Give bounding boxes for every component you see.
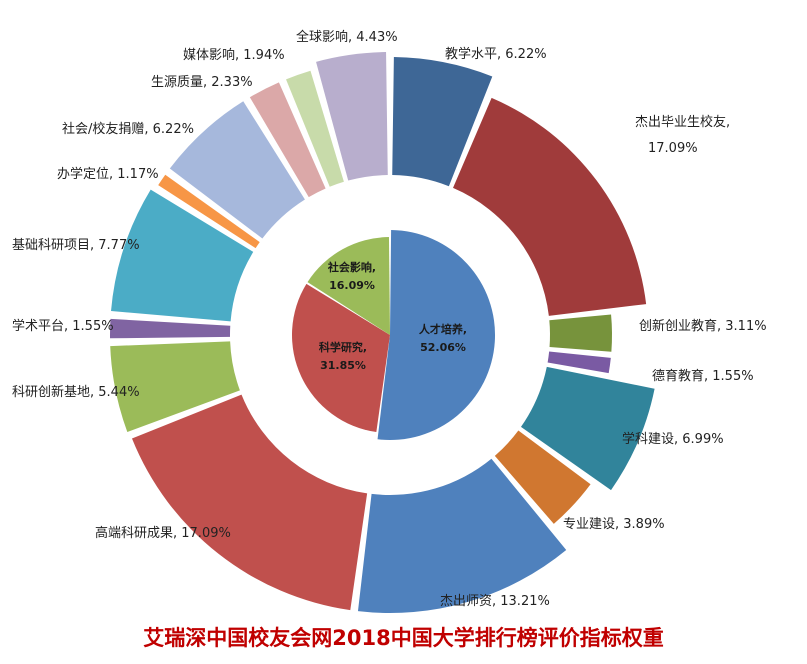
outer-label-11: 办学定位, 1.17% — [57, 166, 159, 182]
outer-slice-7 — [131, 394, 368, 611]
inner-slice-2 — [307, 237, 390, 335]
outer-label-1: 杰出毕业生校友, — [635, 114, 730, 130]
outer-labels: 教学水平, 6.22% 杰出毕业生校友, 17.09% 创新创业教育, 3.11% 德育… — [12, 29, 767, 609]
chart-title: 艾瑞深中国校友会网2018中国大学排行榜评价指标权重 — [143, 626, 664, 650]
inner-labels: 人才培养, 52.06% 科学研究, 31.85% 社会影响, 16.09% — [319, 260, 467, 372]
outer-label-12: 社会/校友捐赠, 6.22% — [62, 121, 194, 137]
outer-slice-5 — [494, 430, 591, 524]
outer-ring — [110, 52, 655, 614]
outer-label-1-value: 17.09% — [648, 141, 698, 156]
outer-slice-1 — [453, 97, 647, 316]
outer-slice-10 — [111, 189, 254, 322]
outer-label-3: 德育教育, 1.55% — [652, 368, 754, 384]
inner-label-1-name: 科学研究, — [319, 340, 367, 354]
outer-label-13: 生源质量, 2.33% — [151, 75, 253, 90]
outer-label-14: 媒体影响, 1.94% — [183, 47, 285, 63]
outer-label-0: 教学水平, 6.22% — [445, 46, 547, 62]
outer-slice-6 — [357, 458, 567, 614]
inner-label-1-value: 31.85% — [320, 359, 366, 372]
outer-label-9: 学术平台, 1.55% — [12, 318, 114, 334]
inner-label-2-value: 16.09% — [329, 279, 375, 292]
outer-label-5: 专业建设, 3.89% — [563, 517, 665, 532]
inner-slice-1 — [292, 283, 390, 433]
inner-label-0-value: 52.06% — [420, 341, 466, 354]
inner-pie — [292, 230, 496, 441]
inner-label-0-name: 人才培养, — [419, 322, 467, 336]
inner-label-2-name: 社会影响, — [327, 260, 376, 274]
outer-label-7: 高端科研成果, 17.09% — [95, 525, 231, 541]
outer-label-6: 杰出师资, 13.21% — [440, 594, 550, 609]
outer-slice-9 — [110, 318, 231, 339]
outer-label-2: 创新创业教育, 3.11% — [639, 318, 767, 334]
outer-label-4: 学科建设, 6.99% — [622, 431, 724, 447]
outer-slice-4 — [520, 366, 655, 491]
outer-label-10: 基础科研项目, 7.77% — [12, 238, 140, 253]
outer-slice-8 — [110, 341, 240, 432]
inner-slice-0 — [377, 230, 496, 441]
outer-label-8: 科研创新基地, 5.44% — [12, 384, 140, 400]
outer-slice-11 — [158, 174, 260, 249]
outer-slice-12 — [169, 101, 305, 239]
outer-label-15: 全球影响, 4.43% — [296, 29, 398, 45]
outer-slice-13 — [249, 82, 326, 198]
outer-slice-0 — [392, 57, 493, 187]
outer-slice-14 — [286, 70, 344, 187]
outer-slice-15 — [316, 52, 388, 181]
outer-slice-2 — [549, 314, 613, 352]
outer-slice-3 — [547, 351, 611, 374]
